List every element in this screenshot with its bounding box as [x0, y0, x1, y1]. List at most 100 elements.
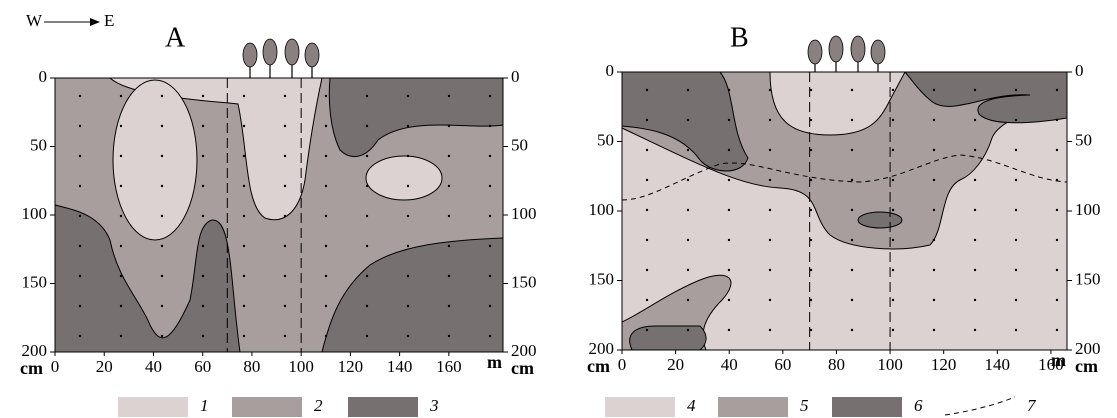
- sample-point: [78, 94, 82, 98]
- sample-point: [283, 214, 287, 218]
- sample-point: [447, 244, 451, 248]
- sample-point: [932, 118, 936, 122]
- sample-point: [891, 88, 895, 92]
- sample-point: [488, 244, 492, 248]
- legend-label: 6: [914, 396, 923, 415]
- sample-point: [1055, 328, 1059, 332]
- direction-east: E: [104, 11, 114, 30]
- sample-point: [1014, 178, 1018, 182]
- sample-point: [365, 244, 369, 248]
- sample-point: [488, 94, 492, 98]
- sample-point: [242, 154, 246, 158]
- y-tick-label: 50: [1075, 130, 1092, 149]
- sample-point: [365, 94, 369, 98]
- sample-point: [324, 334, 328, 338]
- sample-point: [809, 178, 813, 182]
- sample-point: [201, 124, 205, 128]
- trees: [242, 35, 886, 68]
- sample-point: [932, 268, 936, 272]
- x-tick-label: 20: [96, 357, 113, 376]
- sample-point: [1014, 118, 1018, 122]
- sample-point: [365, 184, 369, 188]
- legend-label: 1: [200, 396, 209, 415]
- legend-swatch: [232, 397, 302, 417]
- sample-point: [488, 184, 492, 188]
- sample-point: [809, 148, 813, 152]
- x-tick-label: 120: [931, 355, 957, 374]
- sample-point: [447, 274, 451, 278]
- sample-point: [78, 214, 82, 218]
- sample-point: [119, 94, 123, 98]
- sample-point: [365, 274, 369, 278]
- sample-point: [406, 94, 410, 98]
- x-tick-label: 80: [828, 355, 845, 374]
- region: [54, 204, 241, 353]
- sample-point: [283, 124, 287, 128]
- sample-point: [850, 88, 854, 92]
- sample-point: [283, 304, 287, 308]
- y-tick-label: 0: [1075, 61, 1084, 80]
- sample-point: [324, 124, 328, 128]
- x-tick-label: 120: [338, 357, 364, 376]
- sample-point: [78, 304, 82, 308]
- sample-point: [324, 214, 328, 218]
- sample-point: [932, 148, 936, 152]
- sample-point: [488, 334, 492, 338]
- sample-point: [850, 118, 854, 122]
- sample-point: [1014, 238, 1018, 242]
- sample-point: [201, 244, 205, 248]
- sample-point: [447, 154, 451, 158]
- sample-point: [973, 178, 977, 182]
- sample-point: [160, 154, 164, 158]
- sample-point: [850, 208, 854, 212]
- sample-point: [119, 334, 123, 338]
- panel-label: A: [165, 22, 186, 53]
- sample-point: [768, 328, 772, 332]
- y-tick-label: 150: [589, 269, 615, 288]
- sample-point: [78, 334, 82, 338]
- sample-point: [406, 274, 410, 278]
- sample-point: [283, 154, 287, 158]
- sample-point: [686, 178, 690, 182]
- y-tick-label: 150: [22, 272, 48, 291]
- sample-point: [242, 334, 246, 338]
- legend-label: 3: [429, 396, 439, 415]
- sample-point: [406, 154, 410, 158]
- legend-label: 4: [687, 396, 696, 415]
- sample-point: [891, 328, 895, 332]
- sample-point: [891, 208, 895, 212]
- sample-point: [686, 88, 690, 92]
- sample-point: [324, 184, 328, 188]
- region: [621, 71, 749, 172]
- sample-point: [891, 118, 895, 122]
- sample-point: [891, 268, 895, 272]
- region: [857, 211, 903, 229]
- sample-point: [645, 88, 649, 92]
- sample-point: [768, 298, 772, 302]
- x-tick-label: 140: [387, 357, 413, 376]
- sample-point: [1055, 178, 1059, 182]
- sample-point: [78, 184, 82, 188]
- y-tick-label: 200: [22, 341, 48, 360]
- sample-point: [406, 214, 410, 218]
- x-tick-label: 80: [243, 357, 260, 376]
- region: [629, 325, 707, 351]
- sample-point: [850, 178, 854, 182]
- sample-point: [365, 304, 369, 308]
- sample-point: [1014, 208, 1018, 212]
- sample-point: [891, 148, 895, 152]
- sample-point: [1055, 118, 1059, 122]
- sample-point: [973, 88, 977, 92]
- sample-point: [973, 298, 977, 302]
- x-tick-label: 40: [721, 355, 738, 374]
- sample-point: [850, 238, 854, 242]
- y-tick-label: 0: [39, 67, 48, 86]
- sample-point: [686, 268, 690, 272]
- distance-unit: m: [487, 352, 502, 372]
- sample-point: [932, 328, 936, 332]
- sample-point: [1055, 298, 1059, 302]
- sample-point: [645, 328, 649, 332]
- sample-point: [488, 124, 492, 128]
- sample-point: [201, 184, 205, 188]
- sample-point: [406, 124, 410, 128]
